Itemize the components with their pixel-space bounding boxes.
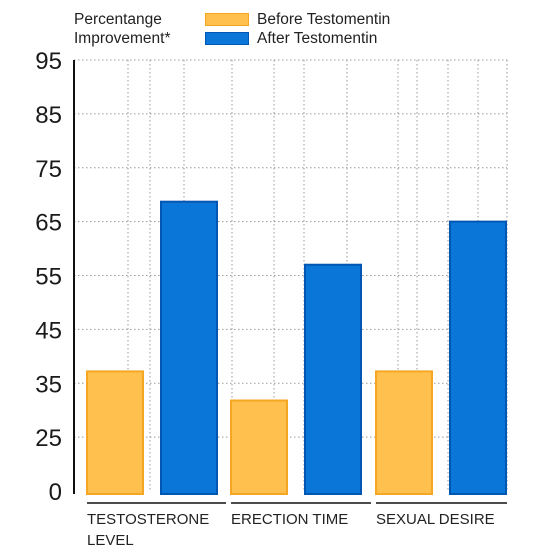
legend-swatch-before: [205, 13, 249, 27]
y-tick-label: 95: [35, 48, 62, 75]
legend-label-before: Before Testomentin: [257, 11, 391, 28]
legend-label-after: After Testomentin: [257, 30, 378, 47]
y-tick-label: 65: [35, 210, 62, 237]
y-tick-label: 35: [35, 371, 62, 398]
y-tick-label: 75: [35, 156, 62, 183]
chart-title: Percentange Improvement*: [74, 11, 171, 47]
y-tick-label: 45: [35, 317, 62, 344]
y-tick-label: 0: [49, 479, 62, 506]
bar-after-2: [304, 263, 362, 495]
legend-item-before: Before Testomentin: [205, 11, 390, 29]
y-tick-label: 25: [35, 425, 62, 452]
bar-before-1: [86, 370, 144, 495]
legend-swatch-after: [205, 32, 249, 46]
x-label-desire: SEXUAL DESIRE: [376, 511, 495, 528]
y-tick-label: 55: [35, 264, 62, 291]
bar-before-2: [230, 399, 288, 495]
bar-after-3: [449, 220, 507, 495]
bar-before-3: [375, 370, 433, 495]
x-label-erection: ERECTION TIME: [231, 511, 349, 528]
y-tick-label: 85: [35, 102, 62, 129]
x-label-testosterone: TESTOSTERONE LEVEL: [87, 511, 210, 549]
legend-item-after: After Testomentin: [205, 30, 377, 48]
bar-after-1: [160, 200, 218, 495]
